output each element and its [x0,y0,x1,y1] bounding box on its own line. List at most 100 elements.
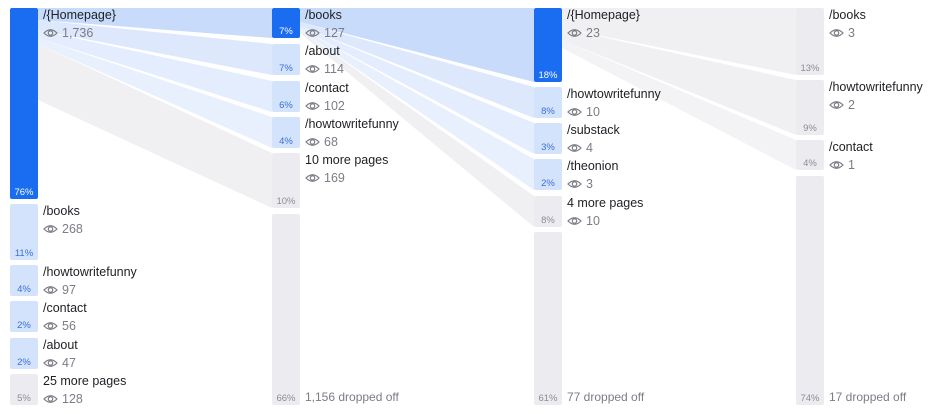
flow-band [562,8,796,75]
page-bar [10,204,38,260]
page-views: 56 [62,319,76,333]
page-label: /about [43,338,78,352]
page-views: 3 [586,177,593,191]
page-views: 23 [586,26,600,40]
page-bar [534,123,562,154]
page-label: /about [305,44,340,58]
dropped-bar [272,214,300,405]
views-icon [43,29,58,37]
page-percent: 10% [276,196,296,207]
eye-outline [43,225,58,233]
page-percent: 76% [14,187,34,198]
eye-outline [43,29,58,37]
views-icon [43,395,58,403]
eye-outline [829,101,844,109]
dropped-bar [534,232,562,405]
page-percent: 4% [17,284,31,295]
page-views: 1,736 [62,26,93,40]
views-icon [567,144,582,152]
page-views: 2 [848,98,855,112]
views-icon [567,180,582,188]
views-icon [567,217,582,225]
page-label: /books [305,8,342,22]
flow-band [38,20,272,75]
flow-band [300,28,534,190]
flow-band [300,22,534,118]
eye-outline [43,359,58,367]
page-percent: 8% [541,215,555,226]
page-views: 47 [62,356,76,370]
page-percent: 8% [541,106,555,117]
eye-outline [567,217,582,225]
flow-band [300,30,534,227]
dropped-percent: 74% [800,393,820,404]
views-icon [305,138,320,146]
page-views: 97 [62,283,76,297]
eye-outline [305,65,320,73]
page-bar [10,374,38,405]
page-percent: 18% [538,70,558,81]
dropped-label: 77 dropped off [567,390,645,404]
eye-pupil [47,323,54,329]
page-percent: 6% [279,100,293,111]
flow-band [38,30,272,112]
page-bar [796,80,824,135]
eye-pupil [47,396,54,402]
views-icon [305,29,320,37]
eye-pupil [309,30,316,36]
page-bar [272,8,300,38]
page-label: /contact [43,301,87,315]
page-percent: 7% [279,63,293,74]
page-label: /books [43,204,80,218]
flow-band [300,26,534,154]
eye-outline [829,161,844,169]
views-icon [829,101,844,109]
eye-pupil [47,360,54,366]
page-label: 10 more pages [305,153,388,167]
eye-outline [567,180,582,188]
page-percent: 5% [17,393,31,404]
page-label: /howtowritefunny [43,265,138,279]
eye-outline [43,322,58,330]
eye-pupil [833,162,840,168]
eye-outline [567,108,582,116]
page-label: /theonion [567,159,618,173]
page-label: /howtowritefunny [567,87,662,101]
eye-outline [305,138,320,146]
page-percent: 9% [803,123,817,134]
page-percent: 13% [800,63,820,74]
dropped-label: 1,156 dropped off [305,390,400,404]
page-views: 102 [324,99,345,113]
page-bar [534,87,562,118]
page-label: /howtowritefunny [305,117,400,131]
views-icon [43,322,58,330]
dropped-percent: 66% [276,393,296,404]
page-label: /substack [567,123,621,137]
page-bar [796,140,824,170]
page-percent: 7% [279,26,293,37]
eye-outline [305,29,320,37]
eye-pupil [571,30,578,36]
eye-pupil [571,218,578,224]
views-icon [43,286,58,294]
page-bar [534,196,562,227]
eye-outline [43,395,58,403]
eye-pupil [571,109,578,115]
page-label: /{Homepage} [43,8,116,22]
eye-pupil [47,226,54,232]
page-label: /contact [829,140,873,154]
page-percent: 2% [17,320,31,331]
flow-band [562,28,796,135]
page-bar [272,117,300,148]
page-views: 128 [62,392,83,406]
page-bar [10,338,38,369]
page-bar [272,81,300,112]
page-bar [10,265,38,296]
eye-outline [305,102,320,110]
views-icon [43,225,58,233]
page-bar [10,301,38,332]
eye-outline [567,29,582,37]
eye-pupil [309,66,316,72]
views-icon [43,359,58,367]
